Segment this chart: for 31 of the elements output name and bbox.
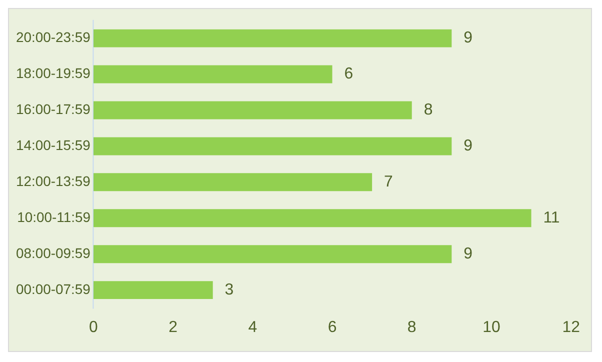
data-label: 9 [464,246,473,262]
y-tick-label: 14:00-15:59 [16,137,91,154]
bar [93,29,452,48]
bar [93,65,332,84]
x-tick-label: 10 [482,318,500,336]
bar [93,209,532,228]
x-tick-label: 6 [328,318,337,336]
data-label: 9 [464,30,473,47]
x-tick-label: 2 [168,318,178,336]
bar [93,281,213,300]
bar [93,245,452,264]
x-tick-label: 8 [407,318,416,336]
y-tick-label: 00:00-07:59 [16,280,91,297]
data-label: 7 [384,174,394,191]
data-label: 3 [224,281,234,298]
y-tick-label: 16:00-17:59 [16,101,91,118]
y-tick-label: 08:00-09:59 [16,244,91,261]
y-tick-label: 12:00-13:59 [16,173,91,190]
y-tick-label: 18:00-19:59 [16,65,91,82]
y-tick-label: 10:00-11:59 [17,208,91,225]
x-tick-label: 4 [248,318,258,336]
data-label: 11 [543,210,560,227]
data-label: 9 [464,138,473,155]
data-label: 8 [424,102,433,119]
y-tick-label: 20:00-23:59 [16,29,91,46]
bar [93,137,452,156]
bar [93,101,412,120]
data-label: 6 [344,66,354,83]
x-tick-label: 12 [562,318,580,336]
x-tick-label: 0 [89,318,98,336]
bar [93,173,372,192]
